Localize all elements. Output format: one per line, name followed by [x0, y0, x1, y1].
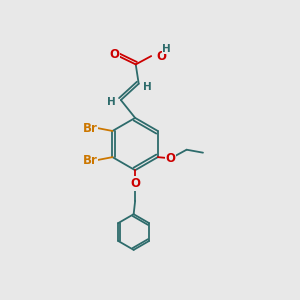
Text: H: H	[162, 44, 171, 54]
Text: Br: Br	[83, 154, 98, 166]
Text: O: O	[157, 50, 166, 63]
Text: O: O	[130, 177, 140, 190]
Text: O: O	[165, 152, 175, 165]
Text: Br: Br	[83, 122, 98, 134]
Text: H: H	[107, 98, 116, 107]
Text: O: O	[110, 48, 120, 61]
Text: H: H	[143, 82, 152, 92]
